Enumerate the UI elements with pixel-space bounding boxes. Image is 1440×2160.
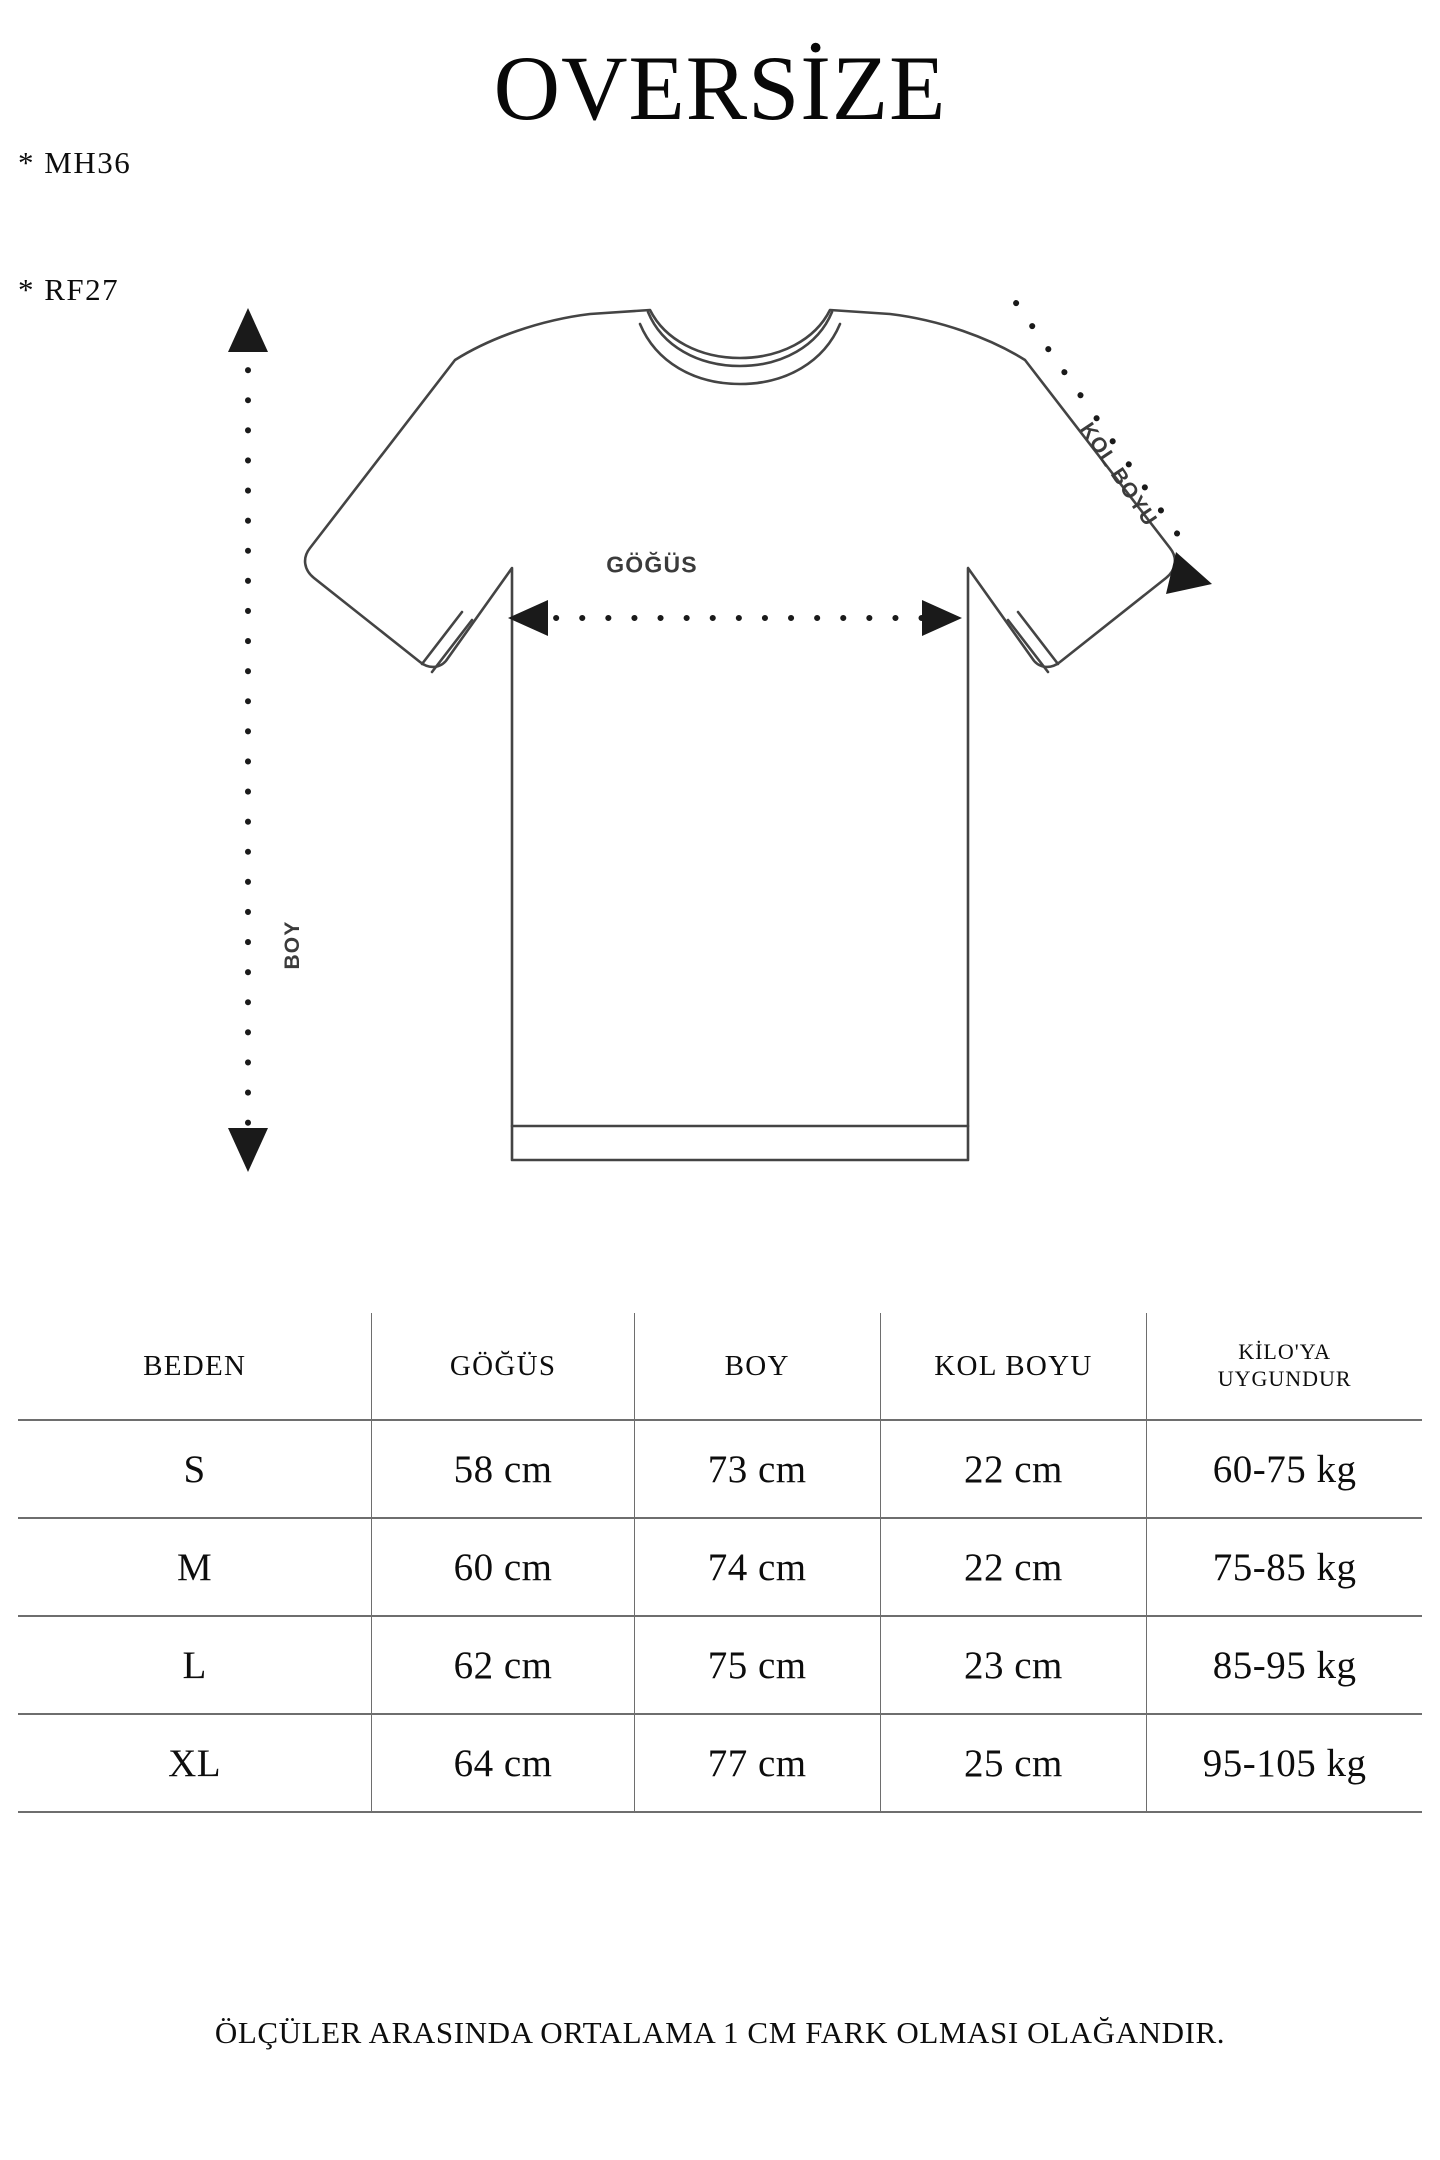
cell-beden: S <box>18 1419 373 1519</box>
cell-gogus: 62 cm <box>371 1615 635 1715</box>
column-header-beden: BEDEN <box>18 1313 373 1421</box>
cell-gogus: 60 cm <box>371 1517 635 1617</box>
page-title: OVERSİZE <box>493 37 947 139</box>
cell-kol-boyu: 23 cm <box>879 1615 1148 1715</box>
cell-beden: M <box>18 1517 373 1617</box>
column-header-kilo: KİLO'YA UYGUNDUR <box>1146 1313 1422 1421</box>
table-row: M 60 cm 74 cm 22 cm 75-85 kg <box>18 1517 1422 1617</box>
cell-boy: 77 cm <box>633 1713 881 1813</box>
cell-gogus: 58 cm <box>371 1419 635 1519</box>
tshirt-outline-icon <box>303 308 1177 1162</box>
cell-kol-boyu: 22 cm <box>879 1517 1148 1617</box>
length-measure-arrow <box>228 308 268 1172</box>
size-chart-table: BEDEN GÖĞÜS BOY KOL BOYU KİLO'YA UYGUNDU… <box>18 1313 1422 1813</box>
table-header-row: BEDEN GÖĞÜS BOY KOL BOYU KİLO'YA UYGUNDU… <box>18 1313 1422 1421</box>
table-row: XL 64 cm 77 cm 25 cm 95-105 kg <box>18 1713 1422 1813</box>
tshirt-svg <box>228 300 1212 1172</box>
tshirt-measurement-diagram <box>0 300 1440 1240</box>
cell-kilo: 95-105 kg <box>1146 1713 1422 1813</box>
cell-gogus: 64 cm <box>371 1713 635 1813</box>
cell-boy: 73 cm <box>633 1419 881 1519</box>
cell-kol-boyu: 22 cm <box>879 1419 1148 1519</box>
column-header-boy: BOY <box>633 1313 881 1421</box>
cell-kilo: 85-95 kg <box>1146 1615 1422 1715</box>
product-code-1: * MH36 <box>18 145 132 181</box>
product-code-2: * RF27 <box>18 271 120 307</box>
cell-boy: 74 cm <box>633 1517 881 1617</box>
chest-measure-arrow <box>508 600 962 636</box>
chest-label: GÖĞÜS <box>606 551 698 578</box>
sleeve-measure-arrow <box>1010 300 1212 594</box>
column-header-kol-boyu: KOL BOYU <box>879 1313 1148 1421</box>
cell-kol-boyu: 25 cm <box>879 1713 1148 1813</box>
footer-note: ÖLÇÜLER ARASINDA ORTALAMA 1 CM FARK OLMA… <box>214 2015 1226 2050</box>
cell-boy: 75 cm <box>633 1615 881 1715</box>
column-header-kilo-line1: KİLO'YA <box>1238 1339 1332 1365</box>
size-chart-table-container: BEDEN GÖĞÜS BOY KOL BOYU KİLO'YA UYGUNDU… <box>18 1313 1422 1813</box>
cell-beden: L <box>18 1615 373 1715</box>
column-header-gogus: GÖĞÜS <box>371 1313 635 1421</box>
cell-kilo: 60-75 kg <box>1146 1419 1422 1519</box>
cell-beden: XL <box>18 1713 373 1813</box>
cell-kilo: 75-85 kg <box>1146 1517 1422 1617</box>
length-label: BOY <box>281 920 304 970</box>
column-header-kilo-line2: UYGUNDUR <box>1217 1366 1352 1391</box>
product-codes: * MH36 * RF27 <box>18 58 131 353</box>
table-row: L 62 cm 75 cm 23 cm 85-95 kg <box>18 1615 1422 1715</box>
table-row: S 58 cm 73 cm 22 cm 60-75 kg <box>18 1419 1422 1519</box>
